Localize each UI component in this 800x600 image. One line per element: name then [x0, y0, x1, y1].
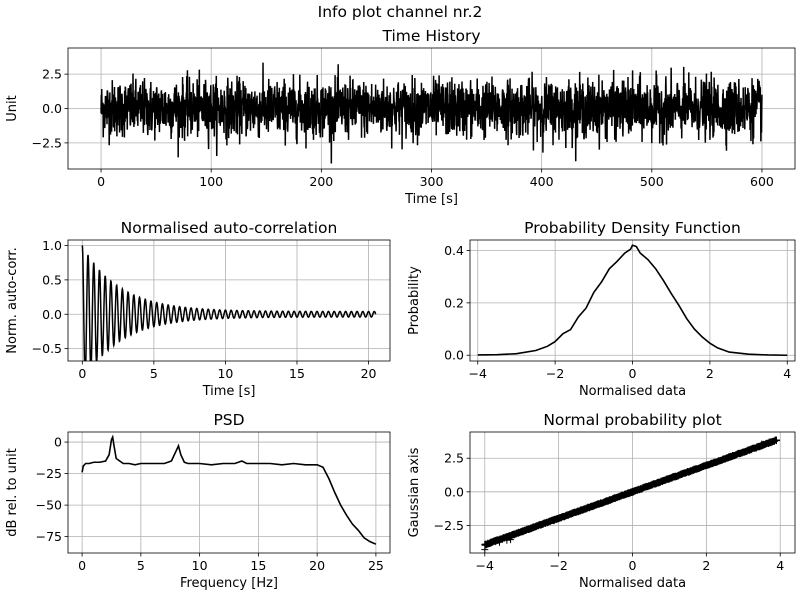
- x-axis-label: Frequency [Hz]: [180, 576, 278, 591]
- x-axis-label: Time [s]: [202, 384, 256, 399]
- x-tick-label: 2: [706, 366, 714, 381]
- y-tick-label: 0.0: [42, 101, 62, 116]
- x-tick-label: 600: [750, 174, 774, 189]
- x-tick-label: 0: [629, 366, 637, 381]
- plot-area: [81, 245, 377, 361]
- panel-pdf: −4 −2 0 2 4 0.0 0.2 0.4 Probability Density Func…: [407, 219, 796, 399]
- panel-normal-probability: −4 −2 0 2 4 −2.5 0.0 2.5 Normal probability plot…: [407, 411, 796, 591]
- y-tick-label: 0.0: [444, 348, 464, 363]
- y-tick-label: −0.5: [32, 341, 62, 356]
- y-axis-label: Gaussian axis: [407, 447, 422, 537]
- y-axis-label: dB rel. to unit: [5, 448, 20, 537]
- x-tick-label: 20: [361, 366, 377, 381]
- axes-frame: [67, 431, 391, 554]
- x-tick-label: 20: [309, 558, 325, 573]
- x-tick-label: 5: [150, 366, 158, 381]
- x-tick-label: 5: [137, 558, 145, 573]
- x-tick-label: 100: [199, 174, 223, 189]
- y-tick-label: −50: [36, 498, 62, 513]
- x-tick-label: 10: [217, 366, 233, 381]
- x-tick-label: 400: [530, 174, 554, 189]
- autocorrelation-series: [81, 245, 377, 361]
- x-tick-label: 200: [309, 174, 333, 189]
- x-tick-label: 0: [97, 174, 105, 189]
- y-tick-label: 2.5: [444, 451, 464, 466]
- x-tick-label: 2: [702, 558, 710, 573]
- time-history-series: [100, 62, 763, 164]
- x-tick-label: 4: [776, 558, 784, 573]
- x-tick-label: −2: [549, 558, 567, 573]
- pdf-series: [477, 244, 788, 357]
- y-tick-label: 0.0: [42, 307, 62, 322]
- y-tick-label: −2.5: [32, 135, 62, 150]
- panel-title: PSD: [213, 411, 244, 429]
- y-axis-label: Probability: [407, 266, 422, 335]
- y-tick-label: 0.0: [444, 484, 464, 499]
- x-tick-label: −2: [546, 366, 564, 381]
- panel-time-history: 0 100 200 300 400 500 600 −2.5 0.0 2.5 Time Histor…: [5, 27, 796, 207]
- normal-prob-markers: [481, 436, 780, 553]
- x-tick-label: 0: [629, 558, 637, 573]
- y-tick-label: 2.5: [42, 67, 62, 82]
- x-tick-label: −4: [469, 366, 487, 381]
- x-axis-label: Normalised data: [579, 384, 686, 399]
- panel-title: Probability Density Function: [524, 219, 741, 237]
- y-tick-label: −25: [36, 466, 62, 481]
- plot-area: [481, 436, 780, 553]
- plot-area: [81, 434, 377, 545]
- x-tick-label: 0: [78, 366, 86, 381]
- x-tick-label: 15: [289, 366, 305, 381]
- y-axis-label: Unit: [5, 95, 20, 121]
- y-axis-label: Norm. auto-corr.: [5, 247, 20, 353]
- x-axis-label: Time [s]: [404, 192, 458, 207]
- x-tick-label: −4: [476, 558, 494, 573]
- x-tick-label: 25: [368, 558, 384, 573]
- plot-area: [477, 244, 788, 357]
- panel-autocorrelation: 0 5 10 15 20 −0.5 0.0 0.5 1.0 Normalised auto-cor…: [5, 219, 391, 399]
- x-axis-label: Normalised data: [579, 576, 686, 591]
- y-tick-label: 0: [54, 435, 62, 450]
- x-tick-label: 0: [78, 558, 86, 573]
- y-tick-label: 0.4: [444, 243, 464, 258]
- axes-frame: [67, 239, 391, 362]
- panel-title: Normalised auto-correlation: [121, 219, 338, 237]
- psd-series: [81, 434, 377, 545]
- panel-title: Time History: [381, 27, 480, 45]
- y-tick-label: 0.5: [42, 272, 62, 287]
- x-tick-label: 10: [192, 558, 208, 573]
- plot-area: [100, 62, 763, 164]
- panel-psd: 0 5 10 15 20 25 −75 −50 −25 0 PSD Frequency [Hz] dB …: [5, 411, 391, 591]
- x-tick-label: 4: [783, 366, 791, 381]
- x-tick-label: 15: [250, 558, 266, 573]
- y-tick-label: −2.5: [434, 518, 464, 533]
- y-tick-label: 1.0: [42, 238, 62, 253]
- x-tick-label: 300: [420, 174, 444, 189]
- panel-title: Normal probability plot: [543, 411, 721, 429]
- y-tick-label: −75: [36, 529, 62, 544]
- y-tick-label: 0.2: [444, 295, 464, 310]
- figure-suptitle: Info plot channel nr.2: [318, 3, 483, 21]
- x-tick-label: 500: [640, 174, 664, 189]
